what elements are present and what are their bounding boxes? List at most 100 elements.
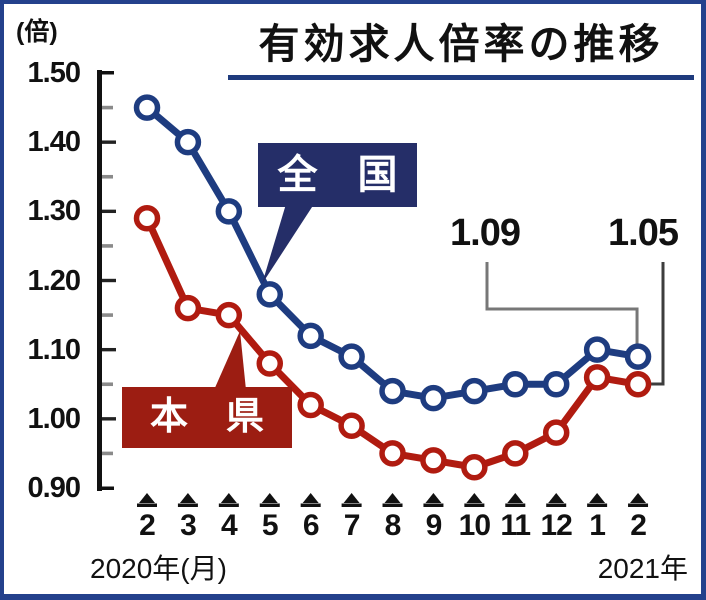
x-axis-month-label: 7 xyxy=(343,509,361,542)
data-point-prefecture xyxy=(215,301,243,329)
x-axis-marker-icon xyxy=(179,493,196,503)
y-axis-minor-tick xyxy=(102,382,113,387)
x-axis-marker-base xyxy=(341,503,362,507)
data-point-prefecture xyxy=(461,454,488,481)
x-axis-marker-icon xyxy=(507,493,524,503)
x-axis-marker-icon xyxy=(425,493,442,503)
data-point-national xyxy=(461,377,488,405)
x-axis-marker-icon xyxy=(589,493,606,503)
x-axis-marker-base xyxy=(628,503,649,507)
x-axis-month-label: 8 xyxy=(384,509,402,542)
y-axis-tick-label: 1.20 xyxy=(27,264,81,297)
x-axis-marker-base xyxy=(300,503,321,507)
data-point-national xyxy=(420,384,447,412)
y-axis-major-tick xyxy=(102,209,116,214)
x-axis-month-label: 2 xyxy=(630,509,647,542)
x-axis-marker-base xyxy=(382,503,403,507)
x-axis-month-label: 4 xyxy=(220,509,238,542)
x-axis-month-label: 1 xyxy=(589,509,606,542)
x-axis-month-label: 10 xyxy=(458,509,491,542)
y-axis-tick-label: 1.30 xyxy=(27,195,81,228)
x-axis-marker-icon xyxy=(220,493,237,503)
data-point-national xyxy=(624,343,652,370)
x-axis-month-label: 5 xyxy=(261,509,279,542)
data-point-prefecture xyxy=(502,440,529,467)
y-axis-line xyxy=(97,70,102,491)
data-point-national xyxy=(297,322,324,350)
annotation-prefecture-latest-value: 1.05 xyxy=(608,212,679,254)
x-axis-note-2020: 2020年(月) xyxy=(90,553,227,584)
x-axis-marker-base xyxy=(218,503,239,507)
x-axis-marker-icon xyxy=(302,493,319,503)
y-axis-unit-label: (倍) xyxy=(16,18,58,46)
x-axis-note-2021: 2021年 xyxy=(597,553,688,584)
y-axis-top-tick xyxy=(97,71,114,75)
data-point-prefecture xyxy=(256,350,284,377)
data-point-national xyxy=(215,198,243,225)
x-axis-marker-icon xyxy=(630,493,647,503)
page-title: 有効求人倍率の推移 xyxy=(228,10,694,80)
data-point-national xyxy=(583,336,611,363)
x-axis-month-label: 9 xyxy=(425,509,443,542)
legend-national-callout: 全 国 xyxy=(258,143,417,207)
y-axis-tick-label: 1.10 xyxy=(27,333,81,366)
legend-prefecture-callout: 本 県 xyxy=(122,387,292,448)
x-axis-marker-base xyxy=(505,503,526,507)
annotation-national-latest-value: 1.09 xyxy=(450,212,521,254)
data-point-national xyxy=(542,371,570,398)
x-axis-marker-base xyxy=(137,503,157,507)
y-axis-tick-label: 0.90 xyxy=(27,472,81,504)
data-point-national xyxy=(379,377,406,405)
x-axis-marker-base xyxy=(546,503,567,507)
legend-prefecture-tail xyxy=(214,331,246,390)
x-axis-marker-icon xyxy=(548,493,565,503)
y-axis-major-tick xyxy=(102,278,116,283)
data-point-national xyxy=(133,94,161,121)
x-axis-marker-base xyxy=(587,503,608,507)
data-point-national xyxy=(338,343,365,370)
data-point-national xyxy=(502,371,529,398)
x-axis-marker-base xyxy=(423,503,444,507)
x-axis-marker-base xyxy=(464,503,485,507)
y-axis-minor-tick xyxy=(102,313,113,317)
x-axis-month-label: 12 xyxy=(540,509,573,542)
x-axis-marker-icon xyxy=(343,493,360,503)
leader-line-national xyxy=(485,262,639,344)
y-axis-major-tick xyxy=(102,140,116,144)
data-point-prefecture xyxy=(542,419,570,446)
data-point-prefecture xyxy=(174,294,202,322)
x-axis-month-label: 3 xyxy=(180,509,197,542)
x-axis-month-label: 2 xyxy=(139,509,156,542)
data-point-prefecture xyxy=(133,205,161,232)
data-point-national xyxy=(174,128,202,156)
y-axis-minor-tick xyxy=(102,174,113,179)
y-axis-tick-label: 1.40 xyxy=(27,126,81,159)
x-axis-marker-base xyxy=(177,503,198,507)
data-point-prefecture xyxy=(297,391,324,419)
x-axis-marker-base xyxy=(259,503,280,507)
x-axis-marker-icon xyxy=(384,493,401,503)
data-point-national xyxy=(256,281,284,308)
y-axis-minor-tick xyxy=(102,244,113,248)
x-axis-marker-icon xyxy=(466,493,483,503)
data-point-prefecture xyxy=(624,371,652,398)
leader-line-prefecture xyxy=(650,262,665,386)
y-axis-major-tick xyxy=(102,417,116,421)
data-point-prefecture xyxy=(420,447,447,474)
y-axis-tick-label: 1.50 xyxy=(27,57,81,89)
y-axis-minor-tick xyxy=(102,451,113,456)
y-axis-bottom-tick xyxy=(97,486,114,490)
x-axis-month-label: 11 xyxy=(500,509,531,542)
y-axis-major-tick xyxy=(102,347,116,352)
x-axis-month-label: 6 xyxy=(302,509,320,542)
x-axis-marker-icon xyxy=(261,493,278,503)
y-axis-tick-label: 1.00 xyxy=(27,402,81,435)
data-point-prefecture xyxy=(338,412,365,439)
y-axis-minor-tick xyxy=(102,105,113,110)
x-axis-marker-icon xyxy=(139,493,155,503)
data-point-prefecture xyxy=(379,440,406,467)
data-point-prefecture xyxy=(583,364,611,391)
legend-national-tail xyxy=(262,204,314,284)
